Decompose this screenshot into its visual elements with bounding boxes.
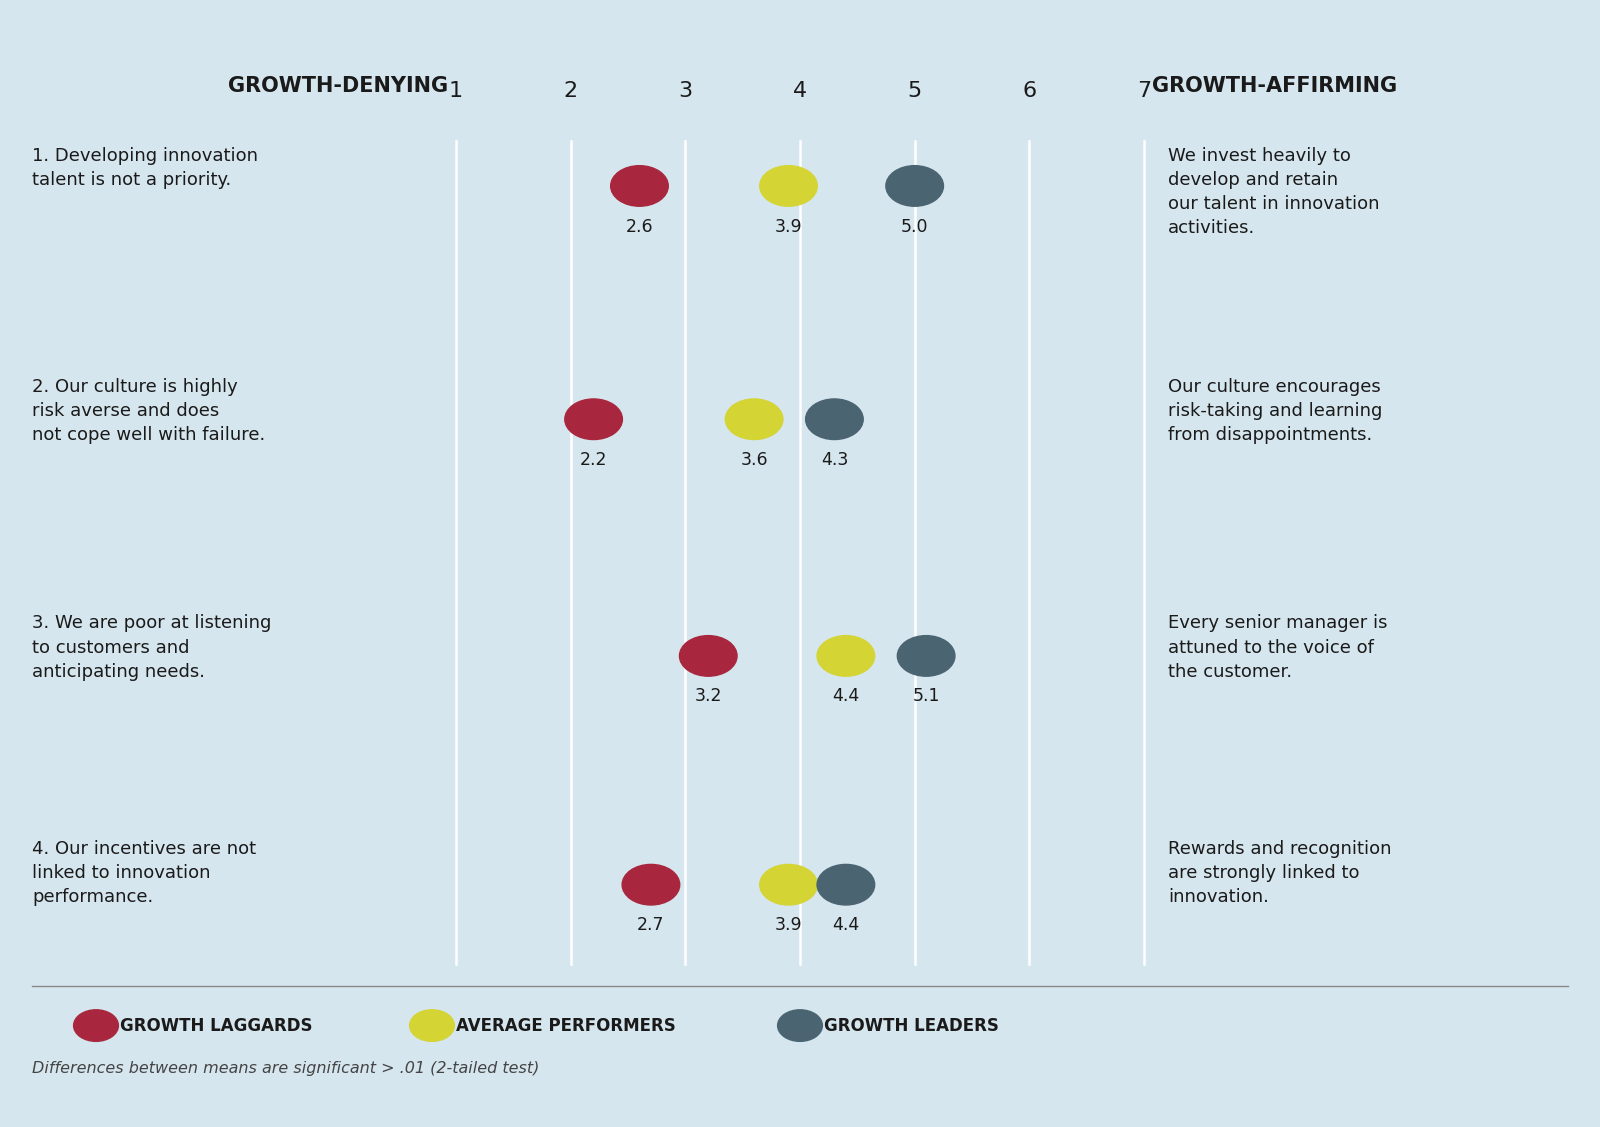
Circle shape — [760, 166, 818, 206]
Text: 4.4: 4.4 — [832, 687, 859, 706]
Text: 6: 6 — [1022, 81, 1037, 101]
Text: GROWTH-AFFIRMING: GROWTH-AFFIRMING — [1152, 76, 1397, 96]
Text: 3.2: 3.2 — [694, 687, 722, 706]
Text: 7: 7 — [1138, 81, 1150, 101]
Circle shape — [898, 636, 955, 676]
Text: 4. Our incentives are not
linked to innovation
performance.: 4. Our incentives are not linked to inno… — [32, 840, 256, 906]
Text: 3.9: 3.9 — [774, 218, 802, 236]
Text: 1. Developing innovation
talent is not a priority.: 1. Developing innovation talent is not a… — [32, 147, 258, 189]
Text: 3. We are poor at listening
to customers and
anticipating needs.: 3. We are poor at listening to customers… — [32, 614, 272, 681]
Circle shape — [410, 1010, 454, 1041]
Text: 5: 5 — [907, 81, 922, 101]
Text: 4.4: 4.4 — [832, 916, 859, 934]
Circle shape — [74, 1010, 118, 1041]
Text: 4.3: 4.3 — [821, 451, 848, 469]
Circle shape — [622, 864, 680, 905]
Circle shape — [760, 864, 818, 905]
Text: 1: 1 — [450, 81, 462, 101]
Text: 2: 2 — [563, 81, 578, 101]
Text: Rewards and recognition
are strongly linked to
innovation.: Rewards and recognition are strongly lin… — [1168, 840, 1392, 906]
Circle shape — [818, 636, 875, 676]
Text: 2. Our culture is highly
risk averse and does
not cope well with failure.: 2. Our culture is highly risk averse and… — [32, 378, 266, 444]
Circle shape — [680, 636, 738, 676]
Text: 5.0: 5.0 — [901, 218, 928, 236]
Text: GROWTH-DENYING: GROWTH-DENYING — [227, 76, 448, 96]
Text: 2.2: 2.2 — [579, 451, 608, 469]
Text: AVERAGE PERFORMERS: AVERAGE PERFORMERS — [456, 1017, 675, 1035]
Text: 4: 4 — [794, 81, 806, 101]
Text: Every senior manager is
attuned to the voice of
the customer.: Every senior manager is attuned to the v… — [1168, 614, 1387, 681]
Circle shape — [725, 399, 782, 440]
Text: 5.1: 5.1 — [912, 687, 939, 706]
Text: GROWTH LEADERS: GROWTH LEADERS — [824, 1017, 998, 1035]
Circle shape — [818, 864, 875, 905]
Text: 2.6: 2.6 — [626, 218, 653, 236]
Circle shape — [778, 1010, 822, 1041]
Circle shape — [806, 399, 864, 440]
Text: Differences between means are significant > .01 (2-tailed test): Differences between means are significan… — [32, 1061, 539, 1076]
Text: Our culture encourages
risk-taking and learning
from disappointments.: Our culture encourages risk-taking and l… — [1168, 378, 1382, 444]
Text: We invest heavily to
develop and retain
our talent in innovation
activities.: We invest heavily to develop and retain … — [1168, 147, 1379, 238]
Circle shape — [886, 166, 944, 206]
Text: GROWTH LAGGARDS: GROWTH LAGGARDS — [120, 1017, 312, 1035]
Text: 3.9: 3.9 — [774, 916, 802, 934]
Circle shape — [611, 166, 669, 206]
Text: 3: 3 — [678, 81, 693, 101]
Text: 3.6: 3.6 — [741, 451, 768, 469]
Circle shape — [565, 399, 622, 440]
Text: 2.7: 2.7 — [637, 916, 664, 934]
